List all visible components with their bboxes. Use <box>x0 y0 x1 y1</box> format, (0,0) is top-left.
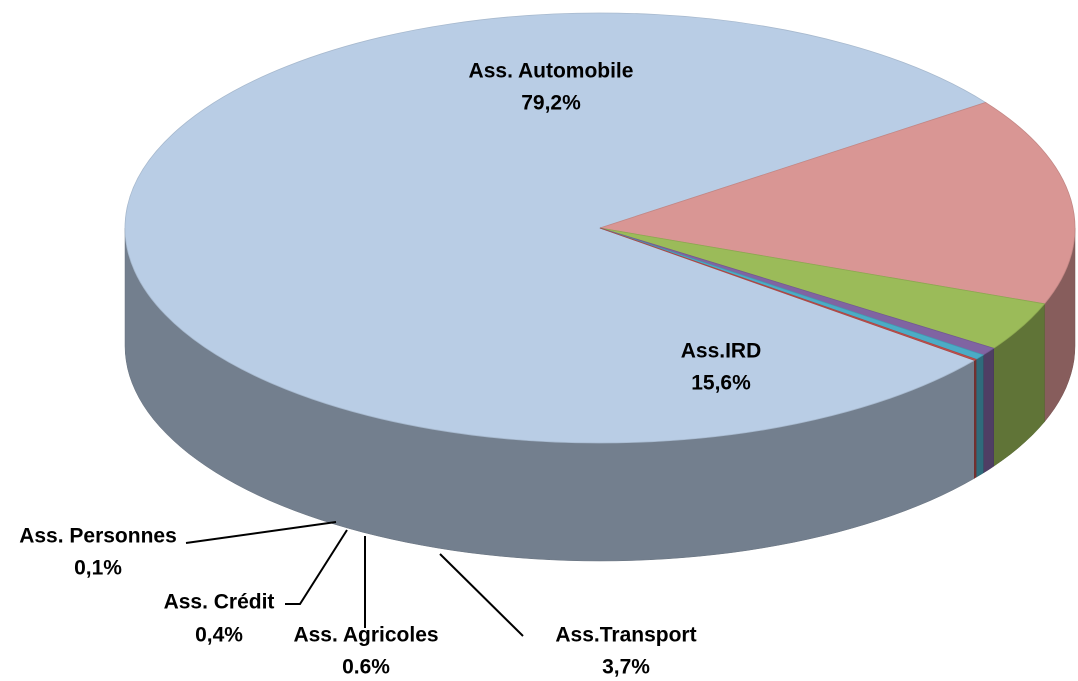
slice-value: 0,1% <box>74 557 122 580</box>
slice-label: Ass.Transport <box>555 624 696 647</box>
slice-side <box>974 358 977 479</box>
pie-tops <box>124 12 1076 444</box>
slice-label: Ass. Agricoles <box>293 624 438 647</box>
leader-line <box>285 529 348 605</box>
slice-value: 15,6% <box>691 372 751 395</box>
pie-sides <box>124 227 1076 562</box>
slice-side <box>975 354 984 478</box>
slice-value: 0,4% <box>195 624 243 647</box>
slice-value: 0.6% <box>342 656 390 679</box>
slice-side <box>983 347 994 474</box>
slice <box>599 101 1076 305</box>
leader-lines <box>185 521 524 637</box>
slice <box>124 12 987 444</box>
slice-label: Ass. Personnes <box>19 525 177 548</box>
leader-line <box>439 553 524 637</box>
slice-label: Ass.IRD <box>681 340 762 363</box>
leader-line <box>185 521 337 544</box>
slice-label: Ass. Automobile <box>469 60 634 83</box>
slice-value: 3,7% <box>602 656 650 679</box>
slice <box>599 227 978 361</box>
slice-label: Ass. Crédit <box>164 591 275 614</box>
slice-value: 79,2% <box>521 92 581 115</box>
